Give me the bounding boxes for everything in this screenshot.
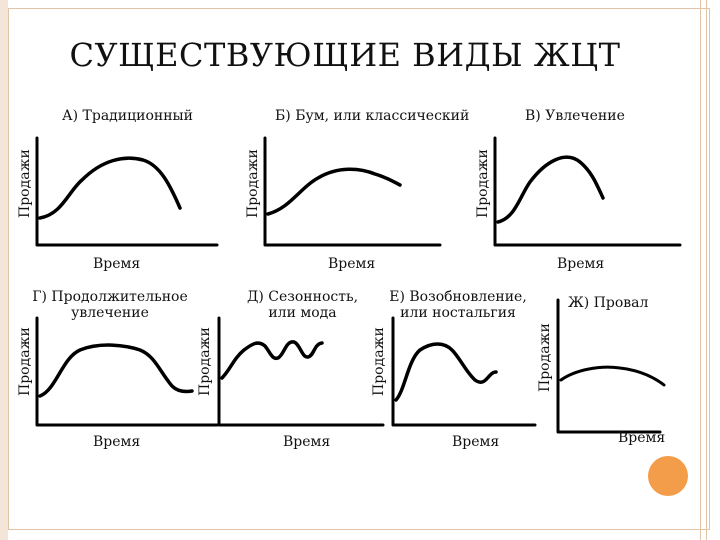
panel-e-xlabel: Время	[452, 434, 500, 450]
panel-g-axes	[35, 316, 219, 427]
panel-d-ylabel: Продажи	[197, 327, 213, 396]
panel-b-xlabel: Время	[328, 256, 376, 272]
slide-frame	[8, 8, 710, 530]
panel-e-curve	[394, 342, 498, 402]
panel-zh-axes	[556, 298, 662, 434]
panel-e-axes	[391, 316, 537, 427]
panel-v-axes	[493, 136, 682, 247]
slide-title: СУЩЕСТВУЮЩИЕ ВИДЫ ЖЦТ	[69, 36, 621, 74]
panel-a-axes	[35, 136, 219, 247]
panel-a-xlabel: Время	[93, 256, 141, 272]
panel-g-label: Г) Продолжительное увлечение	[30, 289, 190, 321]
panel-b-curve	[266, 167, 402, 216]
panel-a-ylabel: Продажи	[17, 149, 33, 218]
frame-left-strip	[0, 0, 8, 540]
panel-v-label: В) Увлечение	[525, 108, 625, 124]
panel-g-label-line1: Г) Продолжительное	[32, 289, 188, 305]
frame-right-line-2	[706, 0, 707, 540]
panel-d-xlabel: Время	[283, 434, 331, 450]
panel-e-label: Е) Возобновление, или ностальгия	[388, 289, 528, 321]
panel-d-axes	[217, 316, 385, 427]
panel-v-curve	[496, 155, 605, 224]
panel-d-label-line1: Д) Сезонность,	[246, 289, 359, 305]
panel-e-ylabel: Продажи	[371, 327, 387, 396]
panel-b-ylabel: Продажи	[245, 149, 261, 218]
panel-zh-curve	[559, 365, 666, 387]
panel-e-label-line1: Е) Возобновление,	[389, 289, 527, 305]
panel-zh-ylabel: Продажи	[537, 323, 553, 392]
panel-a-label: А) Традиционный	[62, 108, 194, 124]
panel-e-label-line2: или ностальгия	[400, 305, 516, 321]
panel-v-xlabel: Время	[557, 256, 605, 272]
panel-v-ylabel: Продажи	[475, 149, 491, 218]
panel-g-label-line2: увлечение	[71, 305, 149, 321]
panel-g-ylabel: Продажи	[17, 327, 33, 396]
frame-right-line	[700, 0, 701, 540]
panel-zh-label: Ж) Провал	[568, 295, 649, 311]
panel-zh-xlabel: Время	[618, 430, 666, 446]
panel-d-curve	[220, 340, 324, 380]
panel-a-curve	[38, 156, 182, 220]
panel-b-label: Б) Бум, или классический	[275, 108, 470, 124]
panel-d-label: Д) Сезонность, или мода	[240, 289, 365, 321]
panel-d-label-line2: или мода	[268, 305, 337, 321]
panel-b-axes	[263, 136, 442, 247]
panel-g-xlabel: Время	[93, 434, 141, 450]
orange-circle-decoration	[648, 456, 688, 496]
panel-g-curve	[38, 343, 194, 398]
